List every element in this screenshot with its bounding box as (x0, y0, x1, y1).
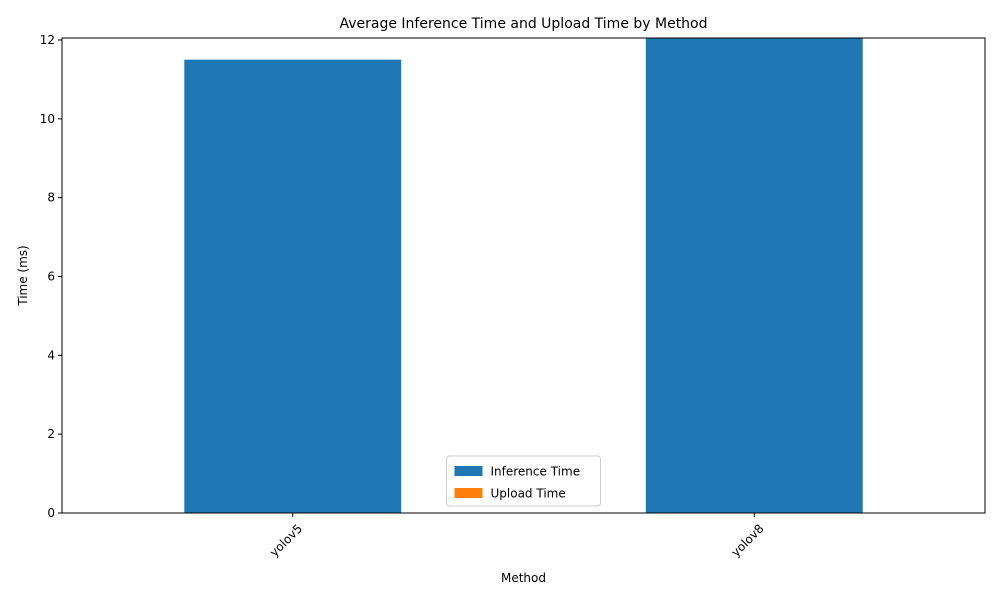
legend-label-1: Upload Time (491, 487, 566, 501)
y-axis-label: Time (ms) (16, 245, 30, 307)
legend-label-0: Inference Time (491, 465, 581, 479)
y-tick-label: 10 (40, 112, 55, 126)
chart-title: Average Inference Time and Upload Time b… (339, 16, 707, 32)
y-tick-label: 4 (47, 348, 55, 362)
bar-yolov5-series-0 (184, 59, 402, 514)
legend-box (446, 455, 601, 507)
bar-yolov8-series-0 (645, 38, 863, 513)
plot-frame (61, 37, 986, 514)
x-axis-ticks: yolov5 yolov8 (267, 513, 767, 560)
bars-layer (184, 38, 863, 514)
legend-swatch-0 (454, 466, 483, 476)
legend: Inference Time Upload Time (446, 455, 601, 507)
y-tick-label: 2 (47, 427, 55, 441)
y-tick-label: 6 (47, 269, 55, 283)
y-tick-label: 0 (47, 506, 55, 520)
y-tick-label: 12 (40, 33, 55, 47)
x-tick-label-yolov8: yolov8 (729, 521, 767, 559)
x-tick-label-yolov5: yolov5 (267, 521, 305, 559)
legend-swatch-1 (454, 488, 483, 498)
y-tick-label: 8 (47, 191, 55, 205)
y-axis-ticks: 0 2 4 6 8 10 12 (40, 33, 62, 520)
x-axis-label: Method (501, 571, 546, 585)
